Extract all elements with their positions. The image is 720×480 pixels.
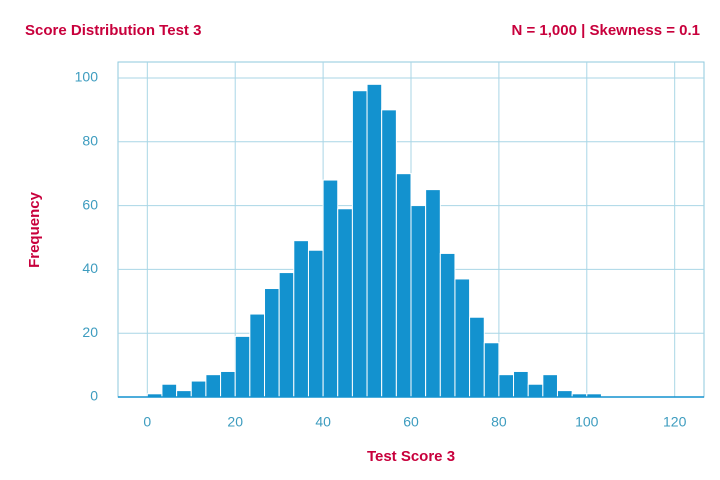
- bar: [190, 380, 207, 398]
- chart-subtitle: N = 1,000 | Skewness = 0.1: [512, 22, 701, 39]
- x-axis-label: Test Score 3: [367, 448, 455, 465]
- x-tick-label: 0: [143, 414, 151, 430]
- x-tick-label: 80: [491, 414, 507, 430]
- bar: [439, 252, 456, 398]
- bar: [381, 109, 397, 398]
- bar: [176, 390, 192, 398]
- bar: [513, 370, 529, 398]
- y-tick-label: 80: [82, 132, 98, 148]
- x-tick-label: 20: [227, 414, 243, 430]
- bar: [483, 342, 500, 398]
- bar: [337, 208, 353, 398]
- bar: [161, 383, 178, 398]
- bar: [395, 173, 412, 398]
- bar: [322, 179, 339, 398]
- y-tick-label: 60: [82, 196, 98, 212]
- chart-title: Score Distribution Test 3: [25, 22, 201, 39]
- bar: [410, 205, 427, 398]
- bar: [454, 278, 471, 398]
- bar: [498, 374, 515, 398]
- bar: [307, 249, 324, 398]
- y-tick-label: 100: [75, 69, 99, 85]
- y-axis-label: Frequency: [26, 191, 43, 268]
- bar: [205, 374, 222, 398]
- y-tick-label: 0: [90, 388, 98, 404]
- bar: [220, 370, 236, 398]
- y-tick-label: 20: [82, 324, 98, 340]
- bar: [527, 383, 544, 398]
- bar: [234, 335, 251, 398]
- bar: [249, 313, 266, 398]
- bar: [264, 288, 280, 398]
- bar: [469, 316, 485, 398]
- x-tick-label: 40: [315, 414, 331, 430]
- bar: [542, 374, 558, 398]
- bar: [425, 189, 441, 398]
- y-tick-label: 40: [82, 260, 98, 276]
- bar: [293, 240, 309, 398]
- x-tick-label: 100: [575, 414, 599, 430]
- x-tick-label: 60: [403, 414, 419, 430]
- bar: [351, 90, 368, 398]
- bar: [278, 272, 295, 398]
- bar: [556, 390, 573, 398]
- bar: [366, 83, 383, 398]
- x-tick-label: 120: [663, 414, 687, 430]
